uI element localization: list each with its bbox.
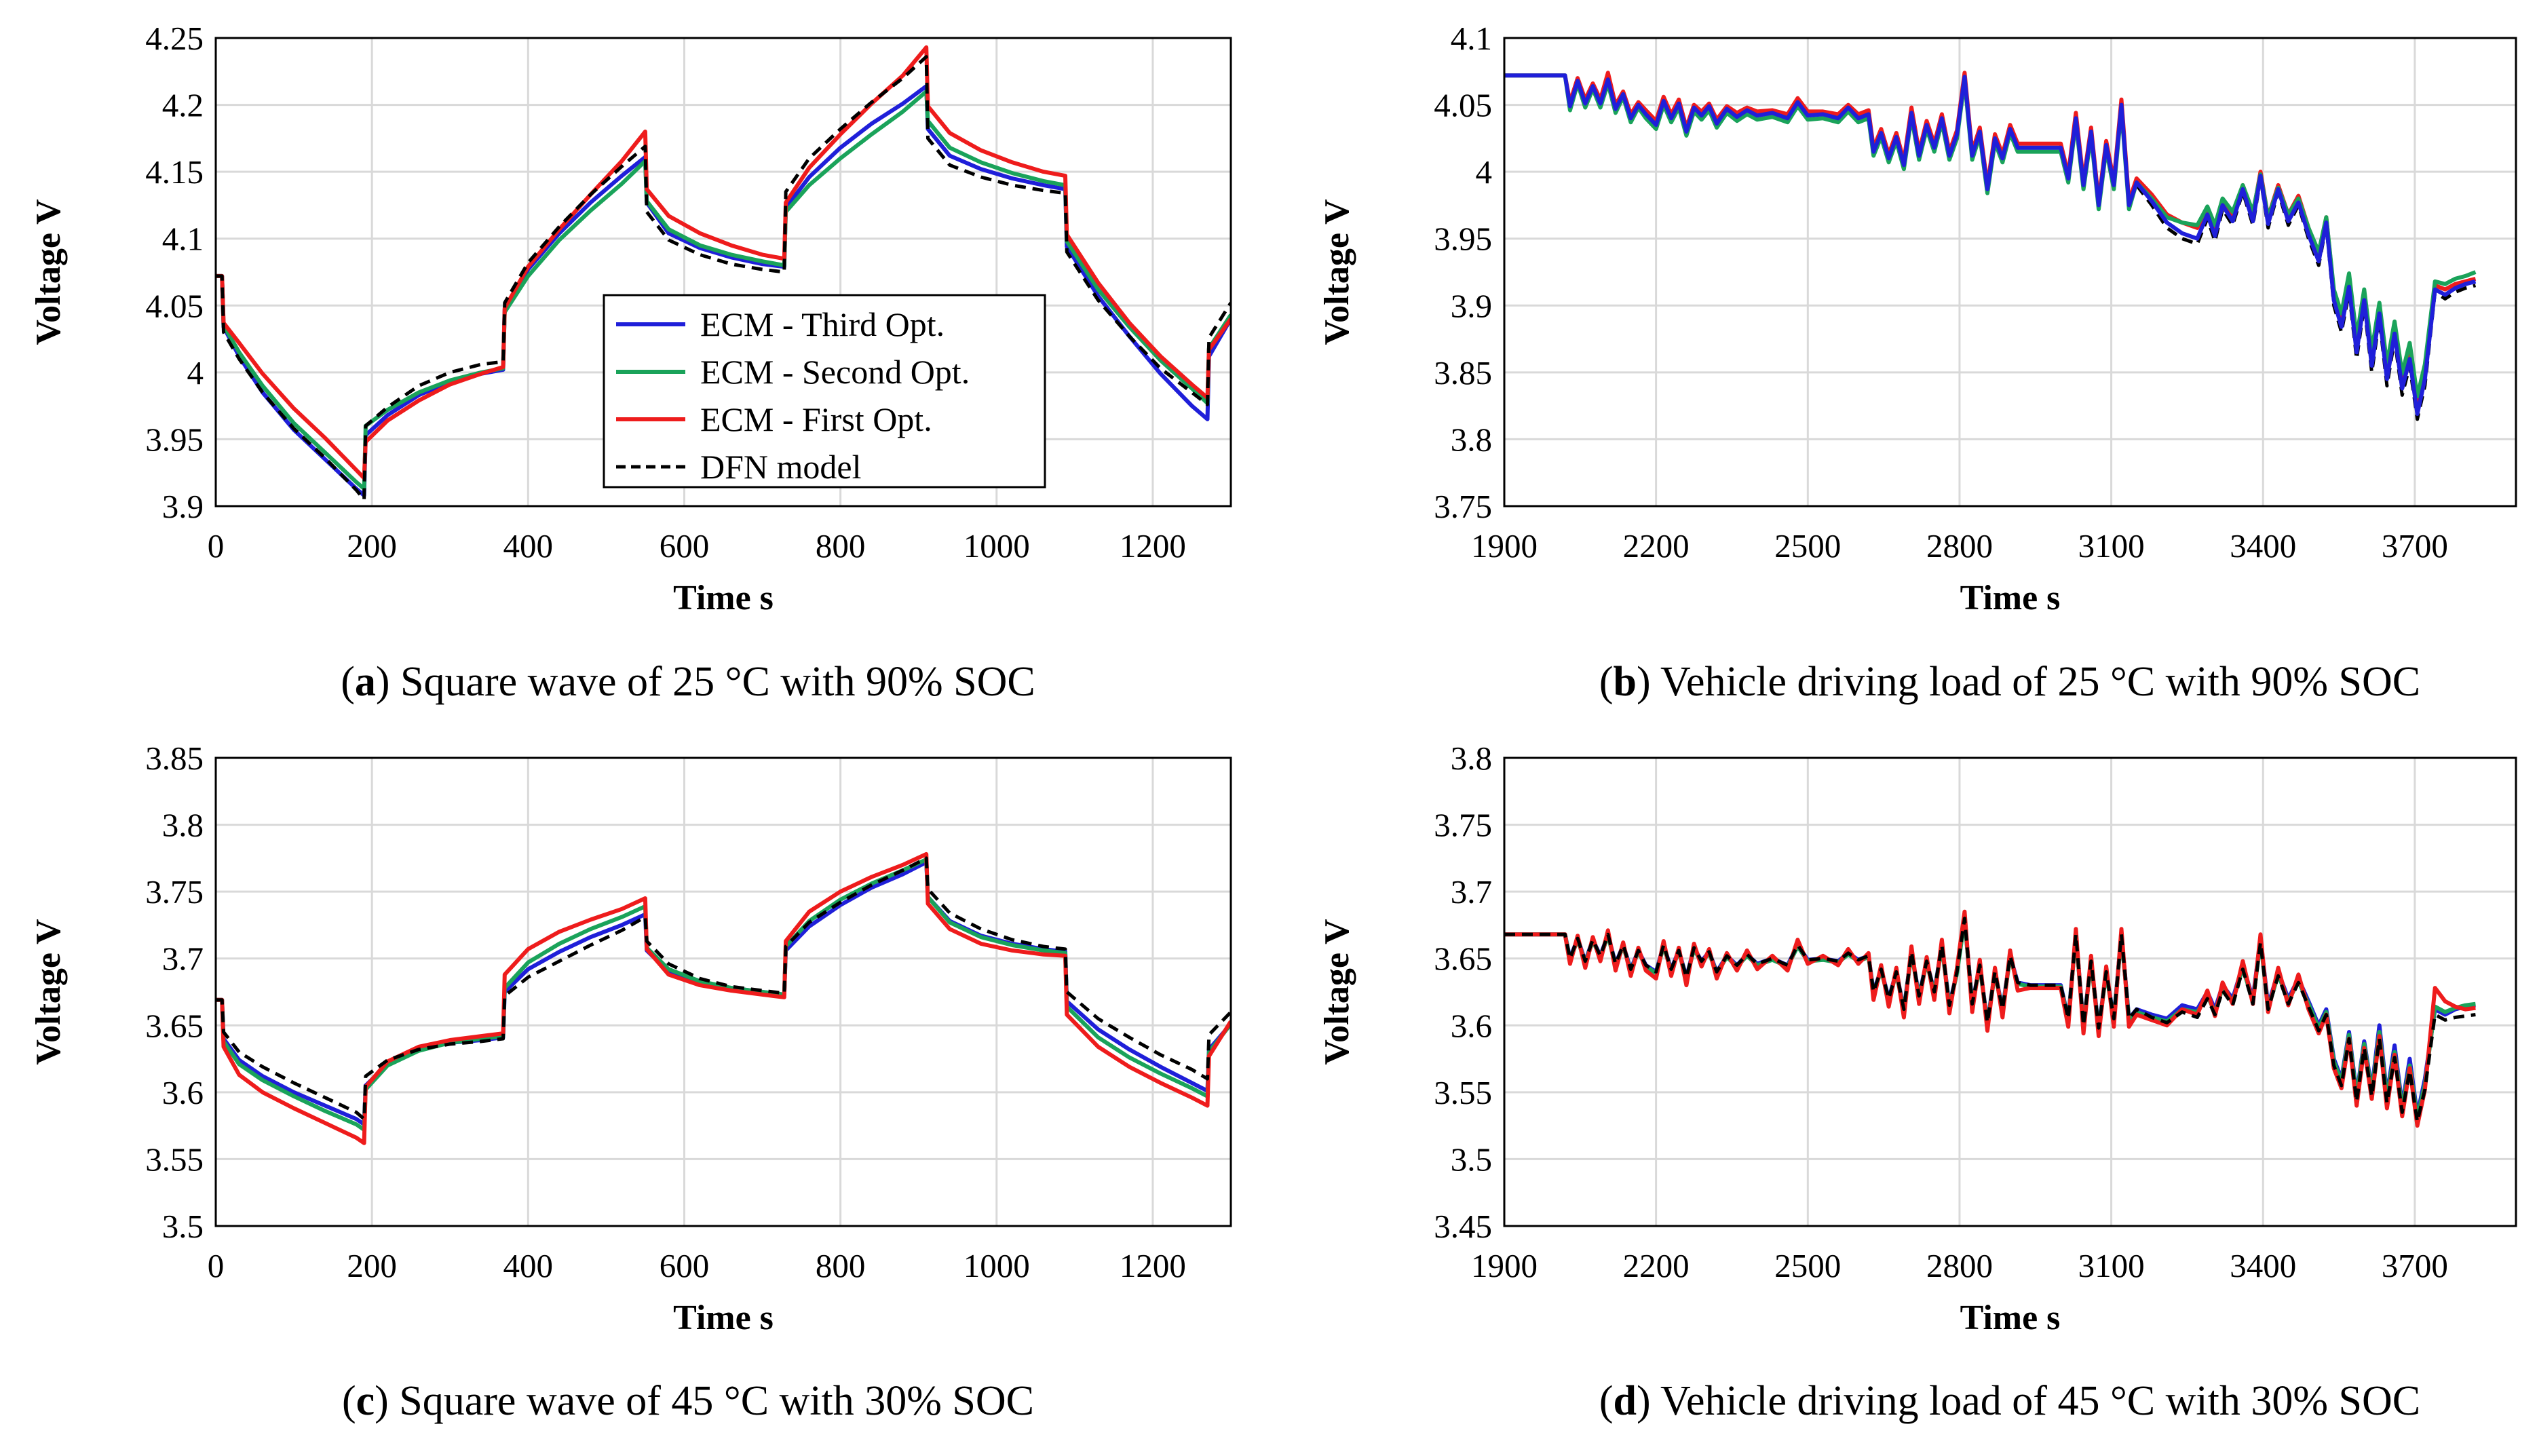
series-line-ecm-second-opt: [216, 857, 1231, 1132]
x-tick-label: 2800: [1926, 1247, 1993, 1284]
legend-label: DFN model: [700, 448, 862, 486]
y-tick-label: 3.9: [162, 488, 204, 525]
x-tick-label: 600: [660, 1247, 710, 1284]
y-tick-label: 3.8: [1451, 421, 1492, 458]
legend-label: ECM - Third Opt.: [700, 305, 945, 343]
y-tick-label: 3.85: [1434, 354, 1492, 391]
panel-caption: (c) Square wave of 45 °C with 30% SOC: [342, 1378, 1034, 1424]
x-tick-label: 3100: [2078, 527, 2145, 564]
series-line-ecm-second-opt: [1504, 73, 2477, 399]
x-tick-label: 1000: [964, 527, 1030, 564]
y-axis-title: Voltage V: [1318, 199, 1356, 345]
y-tick-label: 3.65: [1434, 940, 1492, 978]
x-axis-title: Time s: [1960, 579, 2061, 617]
plot-frame: [214, 37, 1232, 507]
x-axis-title: Time s: [673, 1299, 774, 1337]
panel-caption: (a) Square wave of 25 °C with 90% SOC: [341, 659, 1035, 705]
panel-caption: (b) Vehicle driving load of 25 °C with 9…: [1599, 659, 2420, 705]
x-axis-title: Time s: [1960, 1299, 2061, 1337]
y-tick-label: 3.7: [1451, 873, 1492, 911]
x-tick-label: 3400: [2230, 1247, 2296, 1284]
chart-d: 3.45 3.5 3.55 3.6 3.65 3.7 3.75 3.8 1900 2200 2500…: [1318, 740, 2517, 1424]
x-axis-title: Time s: [673, 579, 774, 617]
y-tick-label: 3.5: [162, 1208, 204, 1245]
y-tick-label: 4.1: [162, 221, 204, 258]
x-tick-label: 1200: [1120, 1247, 1186, 1284]
plot-frame: [1503, 37, 2517, 507]
x-tick-label: 2200: [1623, 1247, 1690, 1284]
x-tick-label: 0: [208, 1247, 225, 1284]
legend-label: ECM - First Opt.: [700, 400, 932, 438]
x-tick-label: 3700: [2382, 1247, 2448, 1284]
x-tick-label: 1900: [1471, 1247, 1538, 1284]
x-tick-label: 400: [503, 1247, 554, 1284]
x-tick-label: 3100: [2078, 1247, 2145, 1284]
panel-caption: (d) Vehicle driving load of 45 °C with 3…: [1599, 1378, 2420, 1424]
x-tick-label: 0: [208, 527, 225, 564]
y-tick-label: 3.6: [162, 1074, 204, 1111]
y-tick-label: 4.25: [145, 20, 204, 57]
chart-a: 3.9 3.95 4 4.05 4.1 4.15 4.2 4.25 0 200 400 600 800 1…: [29, 20, 1232, 705]
x-tick-label: 400: [503, 527, 554, 564]
x-tick-label: 3700: [2382, 527, 2448, 564]
plot-frame: [1503, 756, 2517, 1227]
y-tick-label: 3.9: [1451, 287, 1492, 324]
y-tick-label: 3.6: [1451, 1007, 1492, 1044]
y-tick-label: 3.95: [145, 421, 204, 458]
x-tick-label: 1900: [1471, 527, 1538, 564]
x-tick-label: 1200: [1120, 527, 1186, 564]
x-tick-label: 3400: [2230, 527, 2296, 564]
legend-label: ECM - Second Opt.: [700, 353, 970, 391]
series-line-dfn-model: [216, 856, 1231, 1121]
y-tick-label: 3.8: [1451, 740, 1492, 777]
y-tick-label: 3.55: [145, 1141, 204, 1178]
x-tick-label: 1000: [964, 1247, 1030, 1284]
y-tick-label: 3.45: [1434, 1208, 1492, 1245]
series-line-ecm-first-opt: [1504, 909, 2476, 1128]
legend: ECM - Third Opt. ECM - Second Opt. ECM - F…: [603, 294, 1046, 488]
y-tick-label: 3.5: [1451, 1141, 1492, 1178]
y-tick-label: 3.55: [1434, 1074, 1492, 1111]
series-line-dfn-model: [1504, 917, 2476, 1124]
y-tick-label: 3.75: [1434, 488, 1492, 525]
y-tick-label: 4.15: [145, 153, 204, 191]
y-tick-label: 4.2: [162, 87, 204, 124]
y-tick-label: 3.75: [1434, 807, 1492, 844]
y-tick-label: 3.7: [162, 940, 204, 978]
y-tick-label: 3.65: [145, 1007, 204, 1044]
y-tick-label: 4.05: [1434, 87, 1492, 124]
y-tick-label: 3.75: [145, 873, 204, 911]
y-tick-label: 4: [1476, 153, 1493, 191]
x-tick-label: 2500: [1774, 1247, 1841, 1284]
y-axis-title: Voltage V: [1318, 919, 1356, 1065]
x-tick-label: 200: [347, 1247, 397, 1284]
x-tick-label: 2500: [1774, 527, 1841, 564]
x-tick-label: 800: [816, 1247, 866, 1284]
y-axis-title: Voltage V: [29, 199, 68, 345]
legend-box: [603, 294, 1046, 488]
y-axis-title: Voltage V: [29, 919, 68, 1065]
y-tick-label: 3.85: [145, 740, 204, 777]
series-line-ecm-third-opt: [1504, 73, 2477, 416]
chart-b: 3.75 3.8 3.85 3.9 3.95 4 4.05 4.1 1900 2200 2500 28…: [1318, 20, 2517, 705]
y-tick-label: 3.95: [1434, 221, 1492, 258]
x-tick-label: 2200: [1623, 527, 1690, 564]
y-tick-label: 4: [187, 354, 204, 391]
y-tick-label: 4.05: [145, 287, 204, 324]
x-tick-label: 2800: [1926, 527, 1993, 564]
y-tick-label: 3.8: [162, 807, 204, 844]
x-tick-label: 600: [660, 527, 710, 564]
plot-frame: [214, 756, 1232, 1227]
y-tick-label: 4.1: [1451, 20, 1492, 57]
x-tick-label: 200: [347, 527, 397, 564]
series-line-ecm-first-opt: [216, 851, 1231, 1145]
x-tick-label: 800: [816, 527, 866, 564]
chart-c: 3.5 3.55 3.6 3.65 3.7 3.75 3.8 3.85 0 200 400 600 80…: [29, 740, 1232, 1424]
